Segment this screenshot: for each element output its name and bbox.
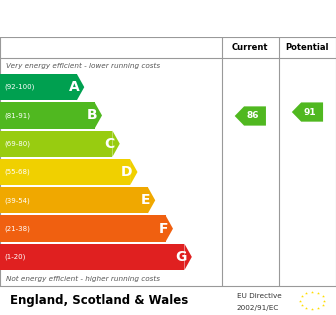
Text: (81-91): (81-91) — [4, 112, 30, 119]
Text: F: F — [159, 222, 168, 236]
Text: Current: Current — [232, 43, 268, 52]
Text: A: A — [69, 80, 79, 94]
Bar — [0, 215, 166, 242]
Polygon shape — [77, 74, 84, 100]
Text: (55-68): (55-68) — [4, 169, 30, 175]
Polygon shape — [112, 131, 120, 157]
Text: D: D — [121, 165, 132, 179]
Bar — [0, 244, 184, 270]
Bar — [0, 187, 148, 214]
Text: 91: 91 — [303, 107, 316, 117]
Bar — [0, 159, 130, 185]
Text: E: E — [141, 193, 150, 207]
Polygon shape — [235, 106, 266, 126]
Text: (92-100): (92-100) — [4, 84, 35, 90]
Text: England, Scotland & Wales: England, Scotland & Wales — [10, 294, 188, 307]
Text: Energy Efficiency Rating: Energy Efficiency Rating — [57, 11, 279, 26]
Text: Potential: Potential — [286, 43, 329, 52]
Text: 2002/91/EC: 2002/91/EC — [237, 305, 279, 311]
Text: (21-38): (21-38) — [4, 225, 30, 232]
Bar — [0, 74, 77, 100]
Text: (39-54): (39-54) — [4, 197, 30, 203]
Text: G: G — [175, 250, 187, 264]
Polygon shape — [184, 244, 192, 270]
Text: (69-80): (69-80) — [4, 140, 30, 147]
Polygon shape — [292, 102, 323, 122]
Bar — [0, 102, 95, 129]
Text: (1-20): (1-20) — [4, 254, 26, 260]
Text: C: C — [104, 137, 115, 151]
Polygon shape — [95, 102, 102, 129]
Text: Not energy efficient - higher running costs: Not energy efficient - higher running co… — [6, 276, 160, 282]
Polygon shape — [130, 159, 137, 185]
Bar — [0, 131, 112, 157]
Text: B: B — [86, 108, 97, 123]
Text: 86: 86 — [246, 112, 259, 121]
Text: Very energy efficient - lower running costs: Very energy efficient - lower running co… — [6, 62, 160, 69]
Polygon shape — [166, 215, 173, 242]
Polygon shape — [148, 187, 155, 214]
Text: EU Directive: EU Directive — [237, 293, 282, 299]
